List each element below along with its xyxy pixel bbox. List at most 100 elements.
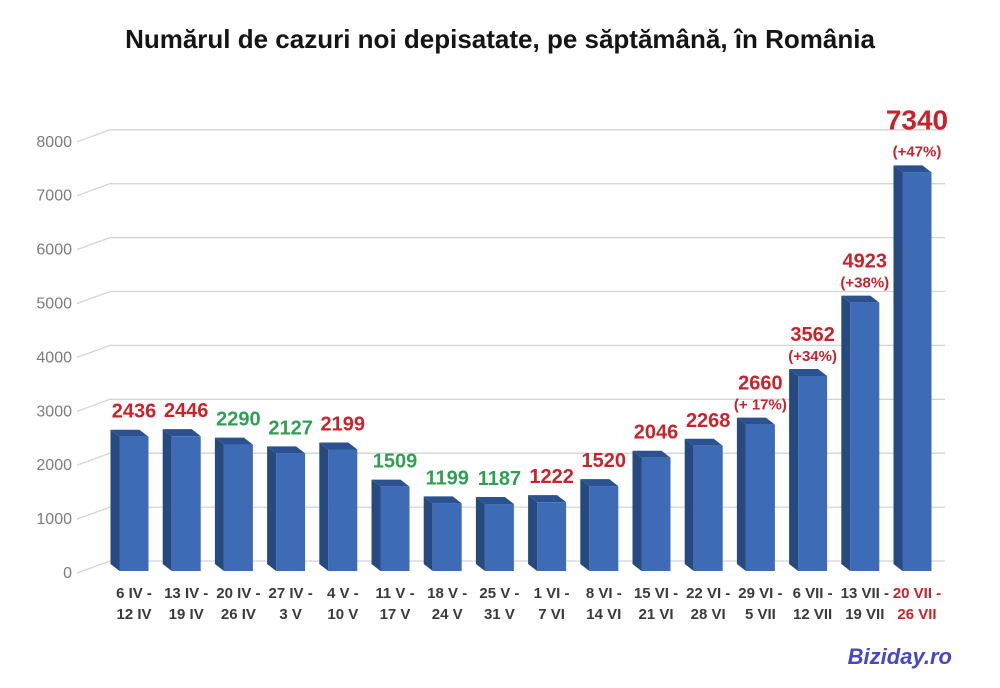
x-tick-label: 20 VII - (893, 585, 941, 602)
x-tick-label: 25 V - (479, 585, 519, 602)
bar-front-face (484, 504, 514, 571)
bar-front-face (432, 503, 462, 571)
x-tick-label: 4 V - (327, 585, 359, 602)
bar-front-face (171, 436, 201, 571)
x-tick-label: 18 V - (427, 585, 467, 602)
x-tick-label: 31 V (484, 606, 515, 623)
bar-front-face (276, 453, 306, 571)
bar-top-face (580, 479, 619, 487)
bar-top-face (684, 438, 723, 446)
x-tick-label: 11 V - (375, 585, 414, 602)
bar (684, 438, 723, 571)
bar (580, 479, 619, 571)
x-tick-label: 8 VI - (586, 585, 622, 602)
bar-value-label: 2127 (268, 417, 313, 439)
bar-side-face (319, 442, 329, 571)
bar-side-face (684, 438, 694, 571)
x-tick-label: 5 VII (745, 606, 776, 623)
bar-top-face (319, 442, 358, 450)
bar-top-face (736, 417, 775, 425)
gridline (76, 183, 945, 197)
bar-side-face (267, 446, 277, 571)
x-tick-label: 28 VI (691, 606, 726, 623)
bar-side-face (475, 497, 485, 571)
bar-value-label: 4923 (843, 251, 888, 273)
bar-front-face (119, 436, 149, 571)
bar (267, 446, 306, 571)
y-tick-label: 4000 (36, 349, 72, 366)
bar-front-face (693, 445, 723, 571)
bar-value-label: 1222 (529, 466, 574, 488)
y-tick-label: 8000 (36, 134, 72, 151)
bar (841, 295, 880, 571)
x-tick-label: 10 V (327, 606, 358, 623)
bar-side-face (736, 417, 746, 571)
x-tick-label: 19 VII (845, 606, 884, 623)
bar-value-label: 3562 (790, 324, 835, 346)
gridline (76, 398, 945, 412)
bar-top-face (110, 429, 149, 437)
bar-top-face (632, 450, 671, 458)
y-tick-label: 0 (63, 565, 72, 582)
bar-pct-label: (+47%) (893, 143, 942, 160)
bar-side-face (580, 479, 590, 571)
bar (110, 429, 149, 571)
bar-front-face (902, 172, 932, 571)
y-tick-label: 5000 (36, 296, 72, 313)
bar (736, 417, 775, 571)
gridline (76, 236, 945, 251)
y-tick-label: 7000 (36, 188, 72, 205)
x-tick-label: 12 VII (793, 606, 832, 623)
bar-value-label: 1520 (582, 450, 627, 472)
x-tick-label: 22 VI - (686, 585, 730, 602)
x-tick-label: 15 VI - (634, 585, 678, 602)
x-tick-label: 13 VII - (841, 585, 889, 602)
bar (371, 479, 410, 571)
x-tick-label: 27 IV - (269, 585, 313, 602)
chart-title: Numărul de cazuri noi depisatate, pe săp… (125, 24, 875, 54)
bar (423, 496, 462, 571)
x-tick-label: 6 IV - (116, 585, 152, 602)
bar-value-label: 2290 (216, 409, 261, 431)
x-tick-label: 3 V (279, 606, 302, 623)
bar-value-label: 7340 (886, 104, 948, 135)
bar-top-face (841, 295, 880, 303)
bar (632, 450, 671, 571)
x-tick-label: 7 VI (538, 606, 565, 623)
bar (528, 495, 567, 571)
bar-front-face (798, 376, 828, 571)
gridline (76, 344, 945, 359)
bar-value-label: 2446 (164, 400, 209, 422)
bar-top-face (162, 429, 201, 437)
x-tick-label: 1 VI - (534, 585, 570, 602)
gridline (76, 290, 945, 305)
bar-value-label: 2436 (112, 401, 157, 423)
bar-top-face (214, 437, 253, 445)
gridline (76, 452, 945, 466)
x-tick-label: 26 IV (221, 606, 256, 623)
y-tick-label: 1000 (36, 511, 72, 528)
bar-front-face (328, 449, 358, 571)
bar-pct-label: (+ 17%) (734, 397, 787, 414)
bar-side-face (893, 165, 903, 571)
y-tick-label: 3000 (36, 403, 72, 420)
bar-top-face (267, 446, 306, 454)
bar-side-face (528, 495, 538, 571)
bar (162, 429, 201, 571)
bar-value-label: 2199 (321, 413, 366, 435)
bar (319, 442, 358, 571)
bar-value-label: 1199 (426, 467, 469, 489)
bar-value-label: 1187 (478, 468, 521, 490)
bar-front-face (537, 502, 567, 571)
bar-top-face (789, 369, 828, 377)
bar-front-face (589, 486, 619, 571)
bar-front-face (641, 457, 671, 571)
x-tick-label: 13 IV - (164, 585, 208, 602)
bar-side-face (789, 369, 799, 571)
x-tick-label: 12 IV (116, 606, 151, 623)
y-tick-label: 2000 (36, 457, 72, 474)
bar-top-face (893, 165, 932, 173)
x-tick-label: 26 VII (897, 606, 936, 623)
